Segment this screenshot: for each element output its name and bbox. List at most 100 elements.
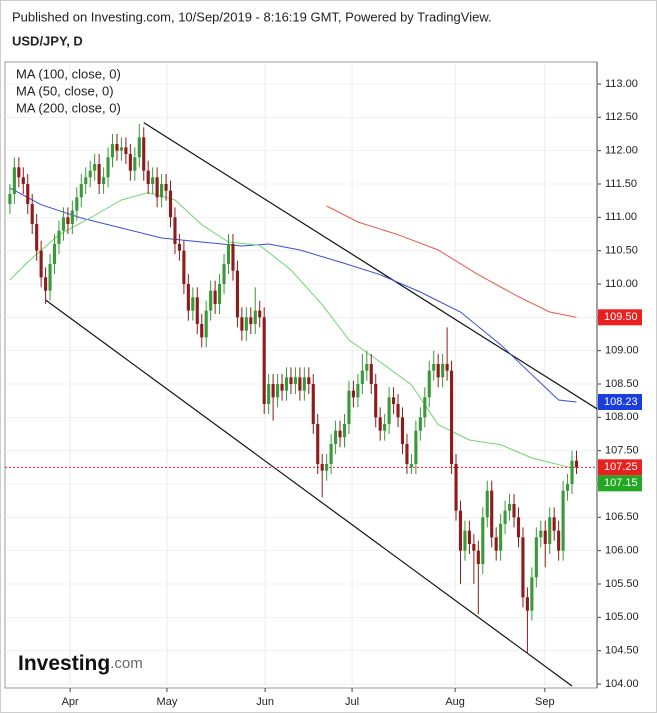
candle-body [39,250,43,278]
price-label-box [598,475,642,492]
y-tick-label: 112.00 [605,145,638,157]
candle-body [293,377,297,384]
x-tick-label: Jul [345,696,359,708]
y-tick-label: 104.00 [605,678,639,690]
candle-body [146,170,150,184]
candle-body [30,204,34,224]
candle-body [441,364,445,378]
candle-body [463,530,467,551]
candle-body [543,530,547,544]
candle-body [186,284,190,311]
price-label: 108.23 [604,396,638,408]
candle-body [21,177,25,184]
candle-body [539,530,543,538]
candle-body [88,170,92,178]
candle-body [570,460,574,484]
x-tick-label: Sep [535,696,555,708]
candle-body [244,317,248,331]
candle-body [249,317,253,324]
candle-body [512,504,516,518]
candle-body [115,144,119,151]
candle-body [267,384,271,404]
candle-body [133,157,137,171]
candle-body [57,230,61,244]
candle-body [316,424,320,464]
candle-body [329,444,333,464]
y-tick-label: 106.00 [605,545,639,557]
price-label: 107.15 [604,477,638,489]
legend-entry: MA (100, close, 0) [16,66,121,81]
candle-body [311,384,315,424]
candle-body [552,517,556,531]
y-tick-label: 113.00 [605,78,638,90]
candle-body [17,167,21,178]
candle-body [44,277,48,291]
candle-body [383,424,387,431]
candle-body [530,577,534,611]
candle-body [173,217,177,244]
candle-body [436,364,440,378]
candle-body [155,177,159,198]
candle-body [548,517,552,544]
candle-body [392,397,396,404]
candle-body [119,147,123,151]
candle-body [182,250,186,284]
legend-entry: MA (50, close, 0) [16,83,114,98]
candle-body [503,510,507,524]
candle-body [400,417,405,444]
trendline [45,299,573,687]
candle-body [209,290,213,311]
candle-body [356,384,360,398]
y-tick-label: 105.00 [605,611,639,623]
candle-body [128,154,132,171]
logo: Investing.com [18,652,143,675]
candle-body [472,544,476,551]
candle-body [84,177,88,184]
x-tick-label: Jun [256,696,274,708]
candle-body [289,377,293,384]
candle-body [93,164,97,171]
legend-entry: MA (200, close, 0) [16,100,121,115]
candle-body [8,194,12,204]
candle-body [213,290,217,304]
candle-body [490,490,494,538]
candle-body [164,184,168,191]
y-tick-label: 112.50 [605,111,638,123]
candle-body [97,164,101,184]
candle-body [226,244,231,264]
candle-body [525,597,529,611]
x-tick-label: Apr [62,696,79,708]
y-tick-label: 108.50 [605,378,639,390]
candle-body [521,537,525,598]
ma-line [9,187,577,403]
candle-body [557,530,561,551]
candle-body [280,384,284,391]
candle-body [284,377,289,391]
candle-body [414,430,418,464]
candle-body [516,517,521,538]
price-label: 107.25 [604,461,638,473]
candle-body [565,484,570,491]
candle-body [427,370,431,398]
candle-body [79,184,83,198]
y-tick-label: 109.00 [605,345,639,357]
candle-body [191,297,195,311]
candle-body [485,490,489,518]
candle-body [204,310,208,338]
candle-body [396,404,400,418]
y-tick-label: 110.50 [605,245,638,257]
logo-name: Investing [18,652,110,675]
candle-body [374,384,378,418]
trendline [143,122,597,410]
candle-body [405,444,409,464]
y-tick-label: 111.00 [605,211,637,223]
candle-body [12,167,16,194]
candle-body [102,177,106,184]
candle-body [561,490,565,551]
candle-body [574,460,579,468]
candle-body [177,244,181,251]
candle-body [26,184,30,204]
candle-body [218,284,222,304]
candle-body [534,537,538,578]
